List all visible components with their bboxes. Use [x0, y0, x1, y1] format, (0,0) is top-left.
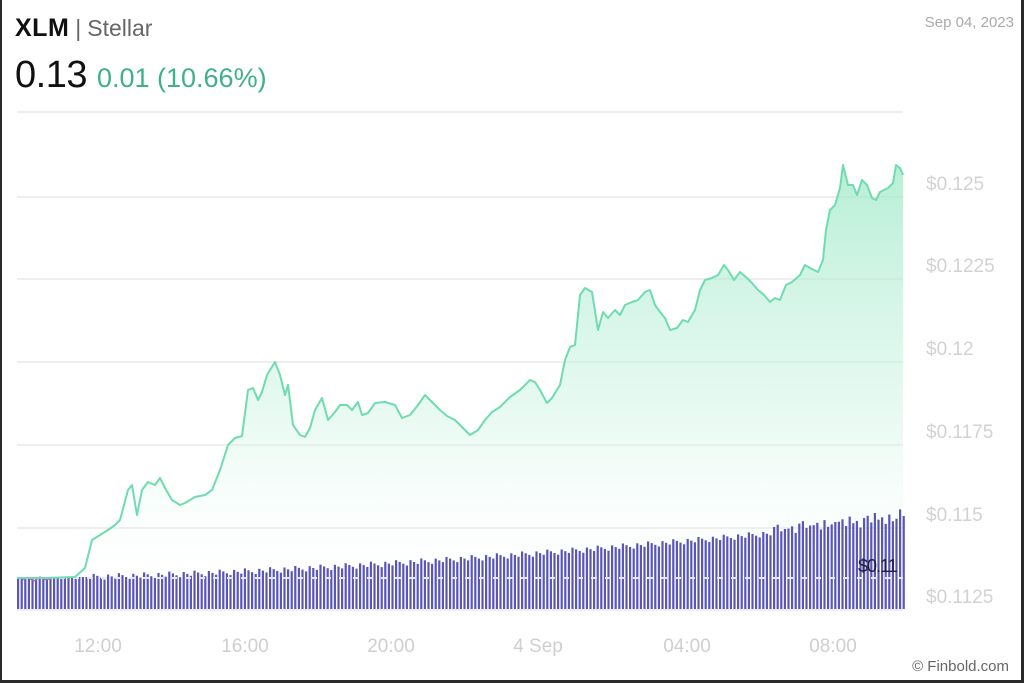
current-price: 0.13 — [15, 54, 87, 96]
y-tick-01175: $0.1175 — [926, 422, 994, 443]
asset-title: XLM | Stellar — [15, 14, 152, 50]
y-tick-01225: $0.1225 — [926, 256, 995, 277]
asset-name: Stellar — [87, 15, 153, 41]
price-summary: 0.13 0.01 (10.66%) — [15, 54, 267, 97]
x-tick-1600: 16:00 — [221, 636, 269, 657]
price-line — [17, 164, 904, 579]
chart-date: Sep 04, 2023 — [924, 14, 1014, 31]
x-tick-2000: 20:00 — [367, 636, 415, 657]
x-tick-4sep: 4 Sep — [513, 636, 563, 657]
price-area-fill — [17, 165, 903, 610]
x-tick-0400: 04:00 — [663, 636, 711, 657]
y-tick-0125: $0.125 — [926, 174, 985, 195]
volume-label: $0.11 — [858, 556, 898, 576]
x-tick-1200: 12:00 — [74, 636, 122, 657]
source-credit[interactable]: © Finbold.com — [912, 658, 1009, 675]
ticker-symbol: XLM — [15, 14, 70, 42]
price-change: 0.01 (10.66%) — [96, 63, 267, 93]
y-tick-012: $0.12 — [926, 339, 974, 360]
y-tick-0115: $0.115 — [926, 505, 983, 526]
y-tick-01125: $0.1125 — [926, 587, 994, 608]
title-separator: | — [75, 15, 82, 41]
volume-bars — [17, 509, 905, 609]
x-tick-0800: 08:00 — [809, 636, 857, 657]
